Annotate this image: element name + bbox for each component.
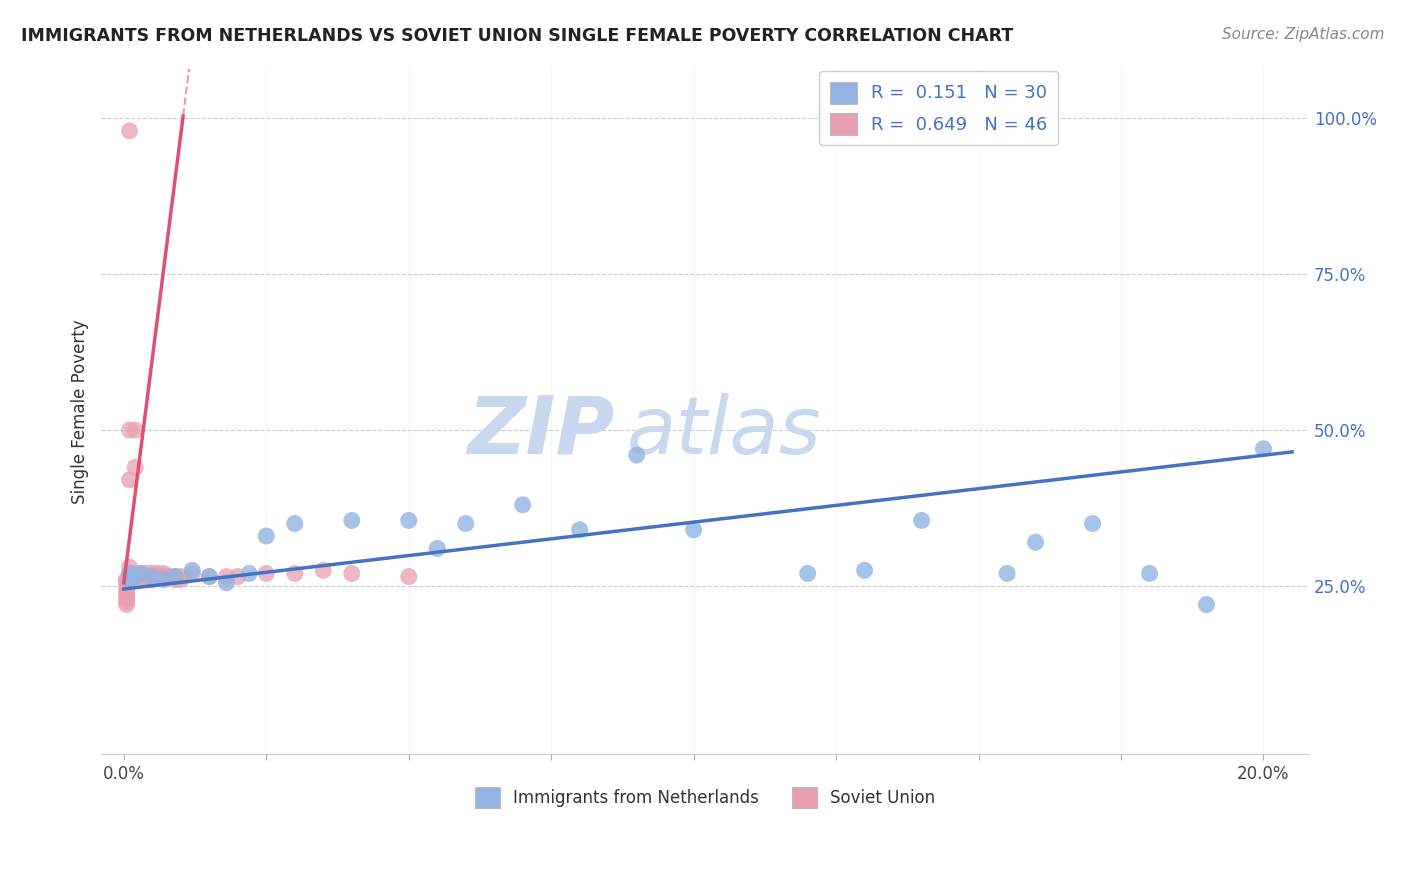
Point: [124, 566, 146, 581]
Point: [198, 569, 221, 583]
Point: [254, 566, 277, 581]
Text: Source: ZipAtlas.com: Source: ZipAtlas.com: [1222, 27, 1385, 42]
Point: [118, 560, 141, 574]
Point: [115, 582, 138, 596]
Point: [118, 566, 141, 581]
Point: [454, 516, 477, 531]
Point: [118, 566, 141, 581]
Point: [115, 585, 138, 599]
Point: [170, 569, 193, 583]
Point: [124, 569, 146, 583]
Text: IMMIGRANTS FROM NETHERLANDS VS SOVIET UNION SINGLE FEMALE POVERTY CORRELATION CH: IMMIGRANTS FROM NETHERLANDS VS SOVIET UN…: [21, 27, 1014, 45]
Point: [152, 566, 174, 581]
Point: [995, 566, 1018, 581]
Point: [165, 569, 187, 583]
Point: [215, 575, 238, 590]
Point: [146, 566, 169, 581]
Point: [115, 598, 138, 612]
Point: [118, 473, 141, 487]
Point: [129, 573, 152, 587]
Point: [135, 569, 157, 583]
Point: [226, 569, 249, 583]
Point: [1195, 598, 1218, 612]
Point: [426, 541, 449, 556]
Point: [159, 569, 181, 583]
Point: [129, 566, 152, 581]
Point: [124, 460, 146, 475]
Legend: Immigrants from Netherlands, Soviet Union: Immigrants from Netherlands, Soviet Unio…: [468, 780, 942, 814]
Point: [340, 513, 363, 527]
Point: [512, 498, 534, 512]
Point: [152, 569, 174, 583]
Point: [254, 529, 277, 543]
Point: [141, 573, 163, 587]
Point: [1081, 516, 1104, 531]
Point: [312, 563, 335, 577]
Point: [170, 573, 193, 587]
Point: [198, 569, 221, 583]
Point: [115, 575, 138, 590]
Point: [115, 591, 138, 606]
Point: [181, 566, 204, 581]
Point: [115, 588, 138, 602]
Point: [1025, 535, 1047, 549]
Point: [398, 513, 420, 527]
Point: [135, 566, 157, 581]
Point: [141, 569, 163, 583]
Point: [124, 423, 146, 437]
Point: [146, 569, 169, 583]
Point: [682, 523, 704, 537]
Y-axis label: Single Female Poverty: Single Female Poverty: [72, 319, 89, 504]
Point: [165, 573, 187, 587]
Point: [284, 516, 307, 531]
Point: [115, 573, 138, 587]
Point: [238, 566, 260, 581]
Point: [115, 573, 138, 587]
Point: [141, 566, 163, 581]
Point: [118, 573, 141, 587]
Point: [215, 569, 238, 583]
Point: [141, 569, 163, 583]
Point: [1139, 566, 1161, 581]
Point: [118, 124, 141, 138]
Point: [796, 566, 818, 581]
Point: [1253, 442, 1275, 456]
Point: [118, 423, 141, 437]
Point: [181, 563, 204, 577]
Point: [398, 569, 420, 583]
Point: [129, 566, 152, 581]
Text: atlas: atlas: [627, 393, 821, 471]
Point: [129, 569, 152, 583]
Text: ZIP: ZIP: [467, 393, 614, 471]
Point: [910, 513, 932, 527]
Point: [115, 579, 138, 593]
Point: [853, 563, 876, 577]
Point: [340, 566, 363, 581]
Point: [568, 523, 591, 537]
Point: [124, 569, 146, 583]
Point: [284, 566, 307, 581]
Point: [165, 569, 187, 583]
Point: [152, 573, 174, 587]
Point: [626, 448, 648, 462]
Point: [118, 569, 141, 583]
Point: [115, 594, 138, 608]
